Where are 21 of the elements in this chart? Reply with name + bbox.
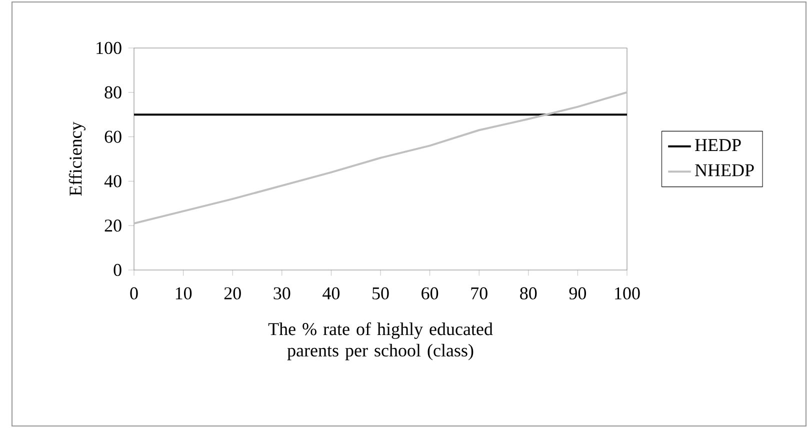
x-tick-label: 100 — [615, 287, 640, 300]
y-tick-label: 80 — [104, 86, 122, 98]
x-tick-label: 60 — [422, 287, 438, 300]
x-tick-label: 70 — [471, 287, 488, 300]
y-tick-label: 60 — [104, 130, 122, 143]
x-axis-title: The % rate of highly educated parents per school (class) — [268, 322, 493, 360]
y-axis-title: Efficiency — [68, 122, 86, 196]
y-tick-label: 40 — [104, 175, 122, 188]
x-tick-label: 30 — [274, 287, 290, 300]
y-tick-label: 0 — [114, 264, 122, 276]
x-tick-label: 40 — [322, 287, 340, 300]
x-tick-label: 90 — [569, 287, 586, 300]
y-tick-label: 20 — [104, 220, 122, 232]
legend-label: NHEDP — [695, 164, 754, 176]
x-tick-label: 0 — [130, 287, 138, 300]
x-tick-label: 20 — [224, 287, 241, 300]
y-tick-label: 100 — [96, 42, 122, 54]
x-tick-label: 80 — [520, 287, 537, 300]
x-tick-label: 10 — [176, 287, 192, 300]
legend-label: HEDP — [695, 139, 741, 151]
x-tick-label: 50 — [372, 287, 389, 300]
